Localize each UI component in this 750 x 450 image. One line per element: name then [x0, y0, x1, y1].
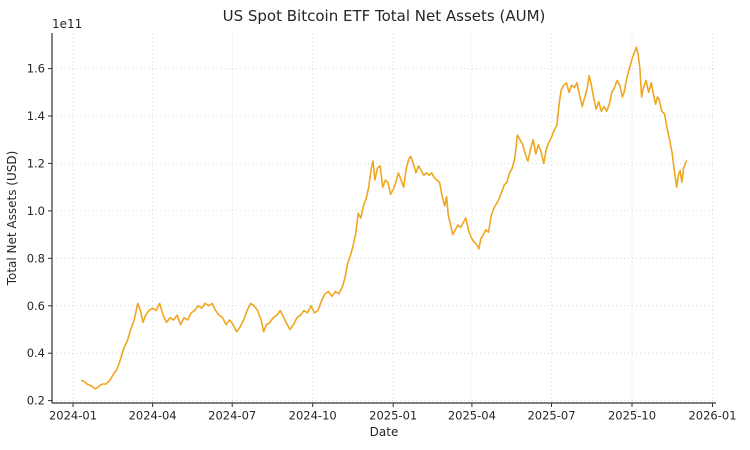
x-tick-label: 2025-01 [369, 409, 417, 423]
y-tick-label: 1.0 [27, 204, 45, 218]
y-tick-label: 0.2 [27, 394, 45, 408]
aum-line-series [80, 46, 688, 390]
y-axis-title: Total Net Assets (USD) [5, 151, 19, 287]
y-tick-label: 1.2 [27, 156, 45, 170]
data-series [80, 46, 688, 390]
chart-title: US Spot Bitcoin ETF Total Net Assets (AU… [223, 7, 546, 25]
y-tick-label: 0.8 [27, 251, 45, 265]
y-axis-offset-label: 1e11 [52, 17, 82, 31]
x-tick-label: 2024-04 [129, 409, 177, 423]
x-tick-label: 2024-10 [289, 409, 337, 423]
x-tick-label: 2025-07 [527, 409, 575, 423]
x-tick-label: 2026-01 [688, 409, 736, 423]
axis-spines [51, 33, 716, 404]
y-tick-label: 0.4 [27, 346, 45, 360]
x-tick-label: 2025-10 [608, 409, 656, 423]
axis-ticks: 2024-01 2024-04 2024-07 2024-10 2025-01 2025-… [27, 62, 737, 423]
x-axis-title: Date [370, 425, 399, 439]
x-tick-label: 2025-04 [448, 409, 496, 423]
gridlines [52, 33, 716, 403]
x-tick-label: 2024-01 [49, 409, 97, 423]
y-tick-label: 1.4 [27, 109, 45, 123]
y-tick-label: 0.6 [27, 299, 45, 313]
y-tick-label: 1.6 [27, 62, 45, 76]
x-tick-label: 2024-07 [208, 409, 256, 423]
